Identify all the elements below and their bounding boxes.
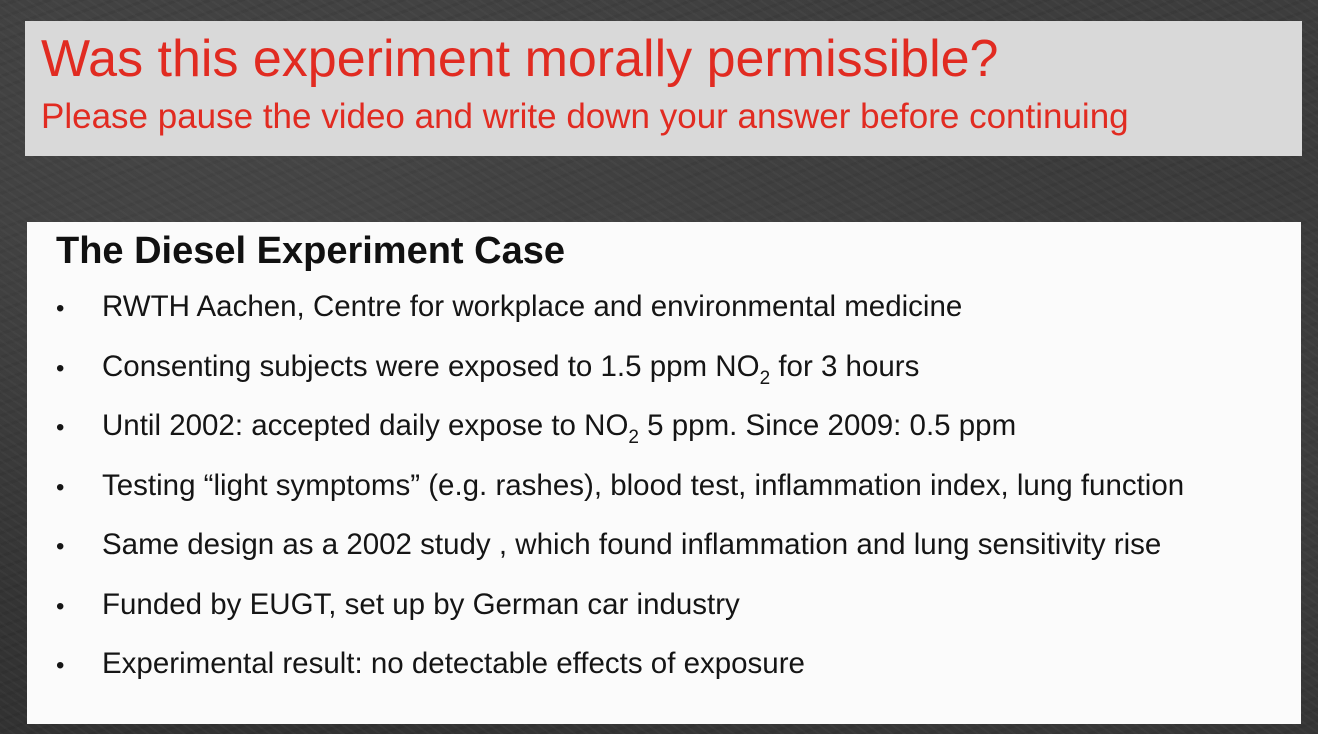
slide-title: Was this experiment morally permissible? (41, 30, 999, 88)
bullet-text: Experimental result: no detectable effec… (102, 647, 805, 680)
bullet-text-part: for 3 hours (770, 349, 920, 383)
bullet-item: • Experimental result: no detectable eff… (56, 647, 1301, 707)
bullet-item: • RWTH Aachen, Centre for workplace and … (56, 290, 1301, 350)
bullet-text: Testing “light symptoms” (e.g. rashes), … (102, 468, 1185, 502)
title-banner: Was this experiment morally permissible?… (25, 21, 1302, 156)
slide-subtitle: Please pause the video and write down yo… (41, 97, 1129, 136)
bullet-item: RWTH Aachen, Centre for workplace and en… (56, 350, 1301, 410)
bullet-dot-icon: • (56, 354, 65, 382)
bullet-text: Funded by EUGT, set up by German car ind… (102, 587, 740, 621)
bullet-text: Until 2002: accepted daily expose to NO2… (102, 409, 1016, 449)
bullet-item: • Funded by EUGT, set up by German car i… (56, 588, 1301, 648)
case-heading: The Diesel Experiment Case (56, 230, 565, 272)
bullet-list: • RWTH Aachen, Centre for workplace and … (56, 290, 1301, 707)
bullet-item: • Testing “light symptoms” (e.g. rashes)… (56, 469, 1301, 529)
bullet-dot-icon: • (56, 652, 65, 679)
bullet-text: RWTH Aachen, Centre for workplace and en… (102, 290, 963, 323)
bullet-dot-icon: • (56, 295, 65, 322)
bullet-text-part: Consenting subjects were exposed to 1.5 … (102, 349, 760, 383)
bullet-dot-icon: • (56, 473, 65, 501)
bullet-dot-icon: • (56, 414, 65, 441)
bullet-item: • Same design as a 2002 study , which fo… (56, 528, 1301, 588)
bullet-dot-icon: • (56, 592, 65, 620)
bullet-text: Consenting subjects were exposed to 1.5 … (102, 350, 919, 390)
bullet-text-part: Until 2002: accepted daily expose to NO (102, 409, 629, 442)
content-panel: The Diesel Experiment Case • RWTH Aachen… (27, 222, 1301, 724)
subscript: 2 (628, 427, 639, 448)
bullet-dot-icon: • (56, 533, 65, 560)
bullet-text-part: 5 ppm. Since 2009: 0.5 ppm (638, 409, 1017, 442)
subscript: 2 (759, 367, 771, 389)
bullet-text: Same design as a 2002 study , which foun… (102, 528, 1162, 561)
bullet-item: • Until 2002: accepted daily expose to N… (56, 409, 1301, 469)
